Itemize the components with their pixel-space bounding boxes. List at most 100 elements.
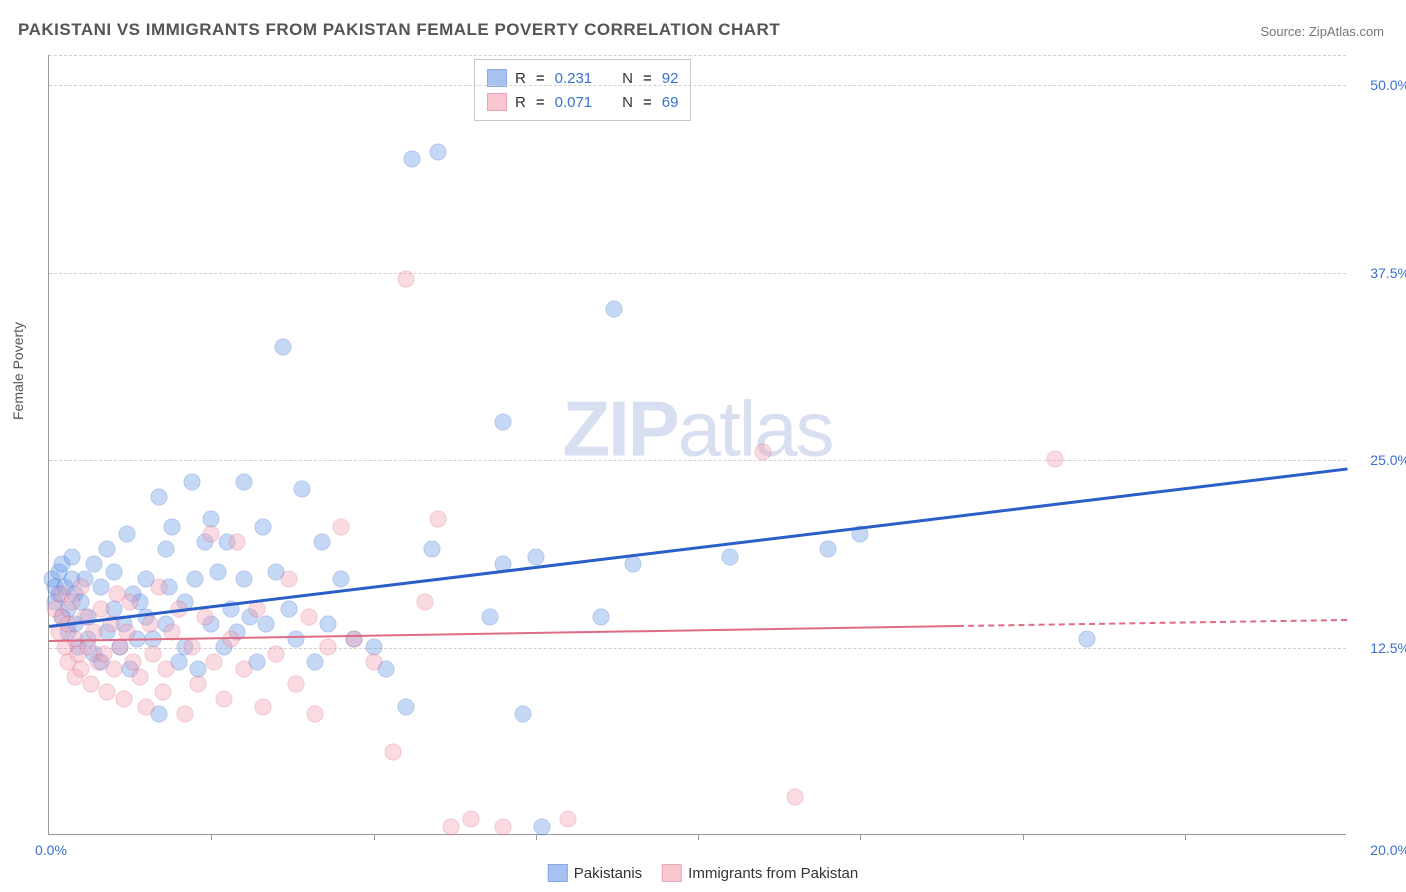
data-point (63, 548, 80, 565)
y-tick-label: 50.0% (1370, 77, 1406, 93)
data-point (462, 811, 479, 828)
data-point (206, 653, 223, 670)
legend-swatch (487, 93, 507, 111)
data-point (365, 653, 382, 670)
chart-title: PAKISTANI VS IMMIGRANTS FROM PAKISTAN FE… (18, 20, 780, 40)
data-point (274, 338, 291, 355)
data-point (625, 556, 642, 573)
data-point (443, 818, 460, 835)
data-point (203, 526, 220, 543)
legend-item: Immigrants from Pakistan (662, 864, 858, 882)
data-point (307, 653, 324, 670)
data-point (83, 676, 100, 693)
stat-n-value: 69 (662, 94, 679, 111)
data-point (157, 661, 174, 678)
data-point (105, 661, 122, 678)
data-point (495, 413, 512, 430)
data-point (235, 661, 252, 678)
data-point (151, 578, 168, 595)
source-label: Source: ZipAtlas.com (1260, 24, 1384, 39)
data-point (430, 511, 447, 528)
data-point (534, 818, 551, 835)
data-point (1079, 631, 1096, 648)
data-point (99, 541, 116, 558)
data-point (287, 676, 304, 693)
data-point (1046, 451, 1063, 468)
data-point (560, 811, 577, 828)
stat-n-label: N (622, 70, 633, 87)
data-point (235, 571, 252, 588)
gridline (49, 85, 1346, 86)
y-tick-label: 37.5% (1370, 265, 1406, 281)
data-point (281, 571, 298, 588)
data-point (154, 683, 171, 700)
data-point (151, 488, 168, 505)
data-point (248, 601, 265, 618)
legend-item: Pakistanis (548, 864, 642, 882)
y-tick-label: 12.5% (1370, 640, 1406, 656)
x-tick-max: 20.0% (1370, 842, 1406, 858)
data-point (346, 631, 363, 648)
x-minor-tick (1023, 834, 1024, 840)
data-point (514, 706, 531, 723)
legend-swatch (662, 864, 682, 882)
data-point (417, 593, 434, 610)
data-point (118, 526, 135, 543)
data-point (307, 706, 324, 723)
data-point (157, 541, 174, 558)
data-point (384, 743, 401, 760)
data-point (96, 646, 113, 663)
x-minor-tick (860, 834, 861, 840)
stat-r-label: R (515, 70, 526, 87)
data-point (287, 631, 304, 648)
data-point (216, 691, 233, 708)
data-point (63, 593, 80, 610)
data-point (255, 518, 272, 535)
x-minor-tick (1185, 834, 1186, 840)
y-axis-label: Female Poverty (10, 322, 26, 420)
data-point (118, 623, 135, 640)
stat-r-label: R (515, 94, 526, 111)
bottom-legend: Pakistanis Immigrants from Pakistan (548, 864, 858, 882)
data-point (183, 638, 200, 655)
stats-row: R=0.231N=92 (487, 66, 678, 90)
data-point (722, 548, 739, 565)
trend-line (49, 625, 958, 642)
data-point (268, 646, 285, 663)
gridline (49, 273, 1346, 274)
data-point (164, 518, 181, 535)
stat-n-value: 92 (662, 70, 679, 87)
data-point (86, 556, 103, 573)
stats-legend-box: R=0.231N=92R=0.071N=69 (474, 59, 691, 121)
data-point (313, 533, 330, 550)
data-point (235, 473, 252, 490)
data-point (73, 578, 90, 595)
x-minor-tick (698, 834, 699, 840)
data-point (73, 661, 90, 678)
data-point (105, 563, 122, 580)
y-tick-label: 25.0% (1370, 452, 1406, 468)
data-point (333, 518, 350, 535)
data-point (423, 541, 440, 558)
data-point (99, 683, 116, 700)
data-point (144, 646, 161, 663)
data-point (92, 578, 109, 595)
data-point (605, 301, 622, 318)
data-point (320, 616, 337, 633)
data-point (397, 698, 414, 715)
data-point (787, 788, 804, 805)
legend-label: Immigrants from Pakistan (688, 865, 858, 882)
data-point (122, 593, 139, 610)
x-tick-min: 0.0% (35, 842, 67, 858)
stat-r-value: 0.231 (555, 70, 593, 87)
data-point (138, 698, 155, 715)
data-point (754, 443, 771, 460)
data-point (131, 668, 148, 685)
x-minor-tick (374, 834, 375, 840)
plot-area: ZIPatlas R=0.231N=92R=0.071N=69 0.0% 20.… (48, 55, 1346, 835)
x-minor-tick (536, 834, 537, 840)
data-point (333, 571, 350, 588)
data-point (281, 601, 298, 618)
data-point (258, 616, 275, 633)
stat-r-value: 0.071 (555, 94, 593, 111)
